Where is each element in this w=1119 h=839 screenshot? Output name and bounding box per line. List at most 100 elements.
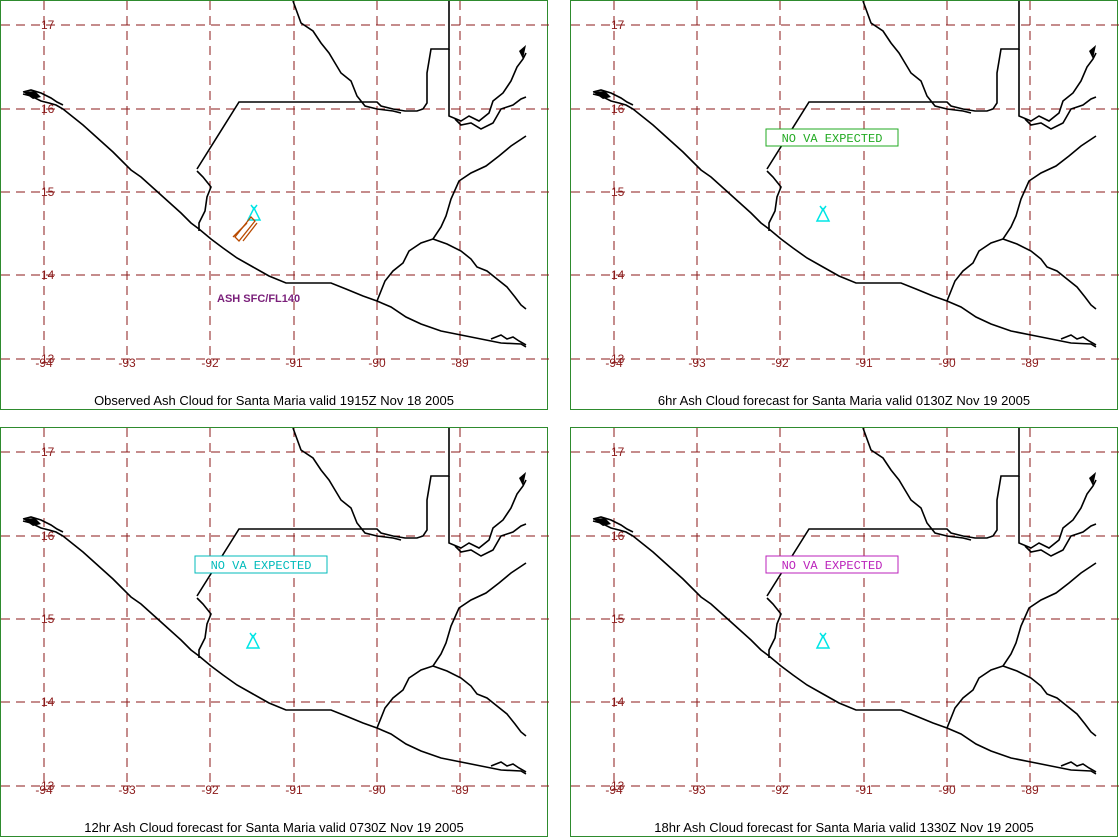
lon-tick-label: -94 [605,356,623,370]
volcano-vent [250,204,258,211]
boundary-line [1024,523,1097,557]
coastline-borders [22,428,527,775]
lat-tick-label: 14 [611,268,625,282]
advisory-label: NO VA EXPECTED [782,559,883,573]
boundary-line [1018,476,1097,549]
panel-caption: Observed Ash Cloud for Santa Maria valid… [94,393,454,408]
volcano-triangle-icon [815,632,831,649]
coastline-borders [592,1,1097,348]
lat-tick-label: 14 [611,695,625,709]
boundary-line [448,49,527,122]
lon-tick-label: -90 [368,356,386,370]
boundary-line [1024,96,1097,130]
lon-tick-label: -89 [1021,356,1039,370]
ash-altitude-label: ASH SFC/FL140 [217,293,300,305]
lon-tick-label: -94 [605,783,623,797]
boundary-line [1060,761,1097,773]
headland-mark [593,91,611,99]
lon-tick-label: -91 [855,356,873,370]
boundary-line [1060,334,1097,346]
boundary-line [1002,665,1097,737]
boundary-line [766,1,1020,170]
lon-tick-label: -89 [1021,783,1039,797]
boundary-line [862,428,972,541]
lon-tick-label: -91 [285,783,303,797]
ash-outline-3 [242,222,258,242]
lat-tick-label: 16 [611,529,625,543]
lat-tick-label: 17 [611,445,625,459]
lat-tick-label: 17 [611,18,625,32]
lon-tick-label: -92 [201,783,219,797]
island-mark [519,472,526,486]
boundary-line [490,334,527,346]
lon-tick-label: -92 [201,356,219,370]
boundary-line [196,428,450,597]
boundary-line [454,523,527,557]
volcano-vent [249,632,257,639]
boundary-line [22,520,527,775]
map-panel-observed: 17 16 15 14 13 -94 -93 -92 -91 -90 -89 ASH SFC/FL14… [0,0,549,410]
boundary-line [490,761,527,773]
lat-tick-label: 14 [41,695,55,709]
advisory-label: NO VA EXPECTED [211,559,312,573]
boundary-line [376,135,527,302]
boundary-line [196,170,212,231]
lat-tick-label: 15 [41,185,55,199]
advisory-label-box [194,555,328,574]
boundary-line [766,428,1020,597]
lon-tick-label: -92 [771,356,789,370]
boundary-line [448,476,527,549]
boundary-line [1018,49,1097,122]
lon-tick-label: -89 [451,783,469,797]
boundary-line [592,516,634,533]
ash-cloud-polygon [232,216,258,242]
lat-tick-label: 13 [41,779,55,793]
advisory-label: NO VA EXPECTED [782,132,883,146]
lon-tick-label: -90 [938,356,956,370]
boundary-line [766,170,782,231]
boundary-line [376,562,527,729]
lat-lon-grid [1,428,549,790]
lon-tick-label: -89 [451,356,469,370]
map-canvas: 17 16 15 14 13-94 -93 -92 -91 -90 -89 NO VA EXPECT… [571,1,1119,370]
boundary-line [592,89,634,106]
boundary-line [196,1,450,170]
lat-tick-label: 13 [611,779,625,793]
boundary-line [946,135,1097,302]
lat-tick-label: 16 [41,102,55,116]
lon-tick-label: -94 [35,356,53,370]
boundary-line [592,93,1097,348]
lon-tick-label: -92 [771,783,789,797]
volcano-vent [819,632,827,639]
lat-tick-label: 13 [611,352,625,366]
volcano-outline [815,207,831,222]
boundary-line [432,665,527,737]
boundary-line [22,516,64,533]
boundary-line [1002,238,1097,310]
boundary-line [292,428,402,541]
volcano-triangle-icon [815,205,831,222]
boundary-line [592,520,1097,775]
lon-tick-label: -91 [285,356,303,370]
lon-tick-label: -90 [368,783,386,797]
boundary-line [22,93,527,348]
lon-tick-label: -93 [688,783,706,797]
coastline-borders [592,428,1097,775]
lat-tick-label: 15 [611,612,625,626]
headland-mark [23,91,41,99]
panel-caption: 12hr Ash Cloud forecast for Santa Maria … [84,820,464,835]
lat-tick-label: 15 [41,612,55,626]
lat-tick-label: 13 [41,352,55,366]
volcano-triangle-icon [245,632,261,649]
lon-tick-label: -93 [118,356,136,370]
headland-mark [23,518,41,526]
island-mark [1089,472,1096,486]
panel-caption: 18hr Ash Cloud forecast for Santa Maria … [654,820,1034,835]
ash-outline-2 [232,222,248,238]
lat-tick-label: 16 [611,102,625,116]
boundary-line [454,96,527,130]
island-mark [1089,45,1096,59]
lon-tick-label: -90 [938,783,956,797]
headland-mark [593,518,611,526]
map-panel-6hr: 17 16 15 14 13 -94 -93 -92 -91 -90 -89 NO VA EXPECT… [570,0,1119,410]
